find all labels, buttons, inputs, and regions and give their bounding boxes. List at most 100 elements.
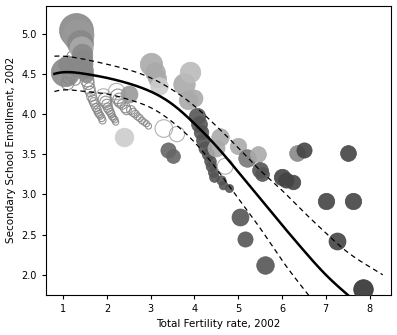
Point <box>73 27 79 32</box>
Point <box>235 143 241 149</box>
Point <box>165 147 172 153</box>
Point <box>72 78 79 83</box>
Point <box>211 174 217 180</box>
Point <box>261 262 268 268</box>
Point <box>128 107 134 113</box>
Point <box>69 59 76 65</box>
Point <box>156 83 163 88</box>
Point <box>68 73 74 78</box>
Point <box>106 107 112 113</box>
Point <box>91 102 98 107</box>
Y-axis label: Secondary School Enrollment, 2002: Secondary School Enrollment, 2002 <box>6 57 15 243</box>
Point <box>185 97 191 102</box>
Point <box>62 70 69 75</box>
Point <box>257 168 263 173</box>
Point <box>109 114 116 119</box>
Point <box>75 32 82 38</box>
Point <box>154 75 160 80</box>
Point <box>77 46 84 51</box>
Point <box>110 115 117 121</box>
Point <box>152 70 158 75</box>
Point <box>71 67 77 72</box>
Point <box>116 97 122 102</box>
Point <box>67 65 73 70</box>
Point <box>78 51 85 57</box>
Point <box>105 105 111 110</box>
Point <box>83 73 89 78</box>
Point <box>115 94 121 99</box>
Point <box>100 94 107 99</box>
Point <box>242 236 248 241</box>
Point <box>323 198 329 204</box>
Point <box>132 111 139 117</box>
Point <box>82 67 88 72</box>
Point <box>226 185 233 191</box>
Point <box>294 150 301 155</box>
Point <box>279 174 285 180</box>
Point <box>104 102 110 107</box>
Point <box>345 150 351 155</box>
Point <box>360 286 366 292</box>
Point <box>69 54 75 59</box>
Point <box>102 99 109 105</box>
Point <box>200 137 206 142</box>
Point <box>97 113 104 118</box>
Point <box>94 107 100 113</box>
Point <box>301 147 307 153</box>
Point <box>84 78 91 83</box>
Point <box>89 94 95 99</box>
Point <box>85 81 91 86</box>
Point <box>193 113 200 118</box>
Point <box>350 198 356 204</box>
Point <box>220 182 226 188</box>
Point <box>143 121 150 126</box>
Point <box>117 99 123 105</box>
Point <box>112 117 118 122</box>
Point <box>81 62 87 67</box>
Point <box>255 151 261 157</box>
Point <box>130 110 136 115</box>
Point <box>218 177 224 183</box>
Point <box>96 111 102 117</box>
Point <box>108 111 114 117</box>
Point <box>80 57 86 62</box>
Point <box>237 214 244 219</box>
Point <box>87 89 93 94</box>
Point <box>91 99 97 105</box>
Point <box>64 62 70 67</box>
Point <box>161 126 167 131</box>
X-axis label: Total Fertility rate, 2002: Total Fertility rate, 2002 <box>156 320 281 329</box>
Point <box>333 238 340 244</box>
Point <box>139 118 145 123</box>
Point <box>213 145 220 150</box>
Point <box>98 115 105 121</box>
Point <box>90 97 96 102</box>
Point <box>196 121 202 126</box>
Point <box>77 41 83 46</box>
Point <box>174 131 180 137</box>
Point <box>119 102 125 107</box>
Point <box>259 172 266 177</box>
Point <box>208 163 214 169</box>
Point <box>112 119 119 125</box>
Point <box>65 75 71 80</box>
Point <box>148 62 154 67</box>
Point <box>123 107 130 113</box>
Point <box>120 134 127 139</box>
Point <box>93 105 99 110</box>
Point <box>206 158 213 163</box>
Point <box>99 118 106 123</box>
Point <box>180 81 187 86</box>
Point <box>95 110 101 115</box>
Point <box>202 145 208 150</box>
Point <box>125 91 132 96</box>
Point <box>137 115 143 121</box>
Point <box>141 119 147 125</box>
Point <box>107 110 114 115</box>
Point <box>210 169 216 175</box>
Point <box>102 97 108 102</box>
Point <box>290 180 296 185</box>
Point <box>122 105 129 110</box>
Point <box>170 153 176 158</box>
Point <box>114 89 120 94</box>
